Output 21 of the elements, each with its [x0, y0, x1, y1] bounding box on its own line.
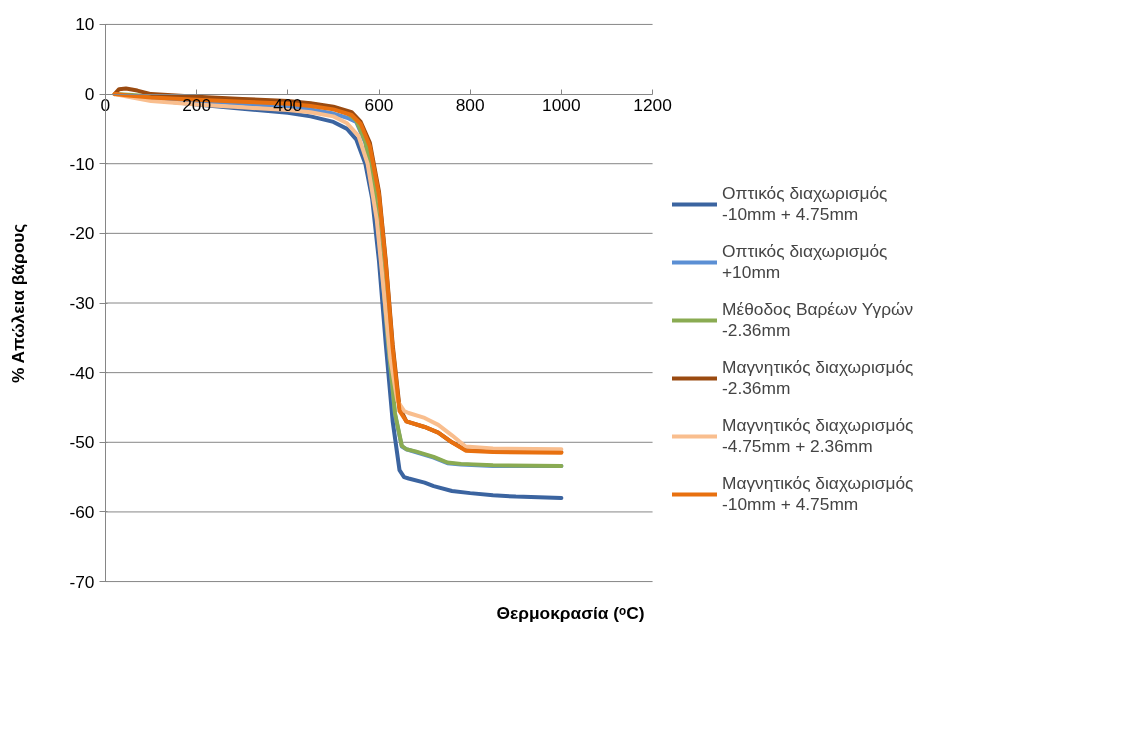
x-tick-label: 800 [455, 95, 485, 116]
legend-label: Μέθοδος Βαρέων Υγρών -2.36mm [722, 299, 914, 341]
legend-label: Μαγνητικός διαχωρισμός -4.75mm + 2.36mm [722, 415, 914, 457]
legend-label: Μαγνητικός διαχωρισμός -2.36mm [722, 357, 914, 399]
y-axis-title: % Απώλεια βάρους [7, 223, 28, 383]
legend-label: Οπτικός διαχωρισμός -10mm + 4.75mm [722, 183, 888, 225]
x-tick-label: 1200 [633, 95, 672, 116]
x-axis-title: Θερμοκρασία (ᵒC) [496, 602, 645, 623]
x-tick-label: 600 [364, 95, 394, 116]
legend-label: Οπτικός διαχωρισμός +10mm [722, 241, 888, 283]
y-tick-label: -50 [69, 432, 95, 453]
x-tick-label: 200 [182, 95, 212, 116]
y-tick-label: 10 [75, 14, 95, 35]
y-tick-label: -40 [69, 362, 95, 383]
y-tick-label: -60 [69, 501, 95, 522]
y-tick-label: -10 [69, 153, 95, 174]
y-tick-label: -20 [69, 223, 95, 244]
y-tick-label: -30 [69, 293, 95, 313]
x-tick-label: 1000 [542, 95, 581, 116]
legend-label: Μαγνητικός διαχωρισμός -10mm + 4.75mm [722, 473, 914, 515]
y-tick-label: -70 [69, 571, 95, 592]
